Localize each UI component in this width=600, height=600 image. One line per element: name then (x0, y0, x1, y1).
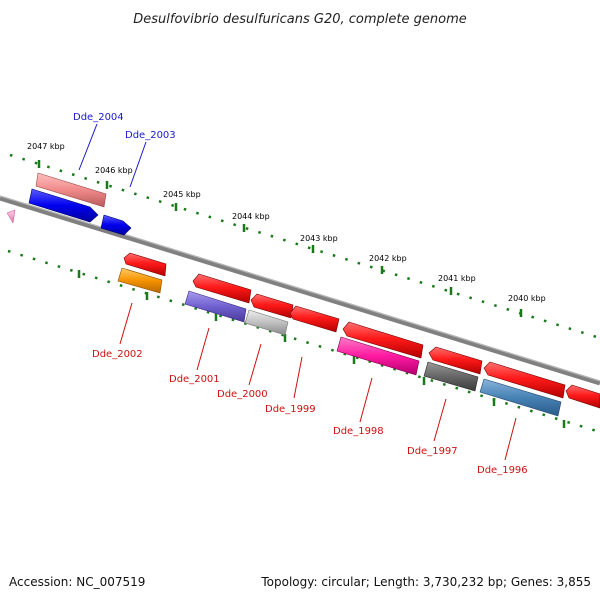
topology-text: Topology: circular; Length: 3,730,232 bp… (260, 575, 591, 589)
gene-red-5[interactable] (342, 321, 424, 359)
kbp-label-2041: 2041 kbp (438, 274, 476, 283)
gene-label-dde-2004[interactable]: Dde_2004 (73, 112, 124, 123)
gene-red-2[interactable] (192, 273, 252, 304)
gene-label-dde-1997[interactable]: Dde_1997 (407, 446, 458, 457)
kbp-label-2042: 2042 kbp (369, 254, 407, 263)
kbp-label-2047: 2047 kbp (27, 142, 65, 151)
map-title: Desulfovibrio desulfuricans G20, complet… (133, 12, 467, 27)
kbp-label-2046: 2046 kbp (95, 166, 133, 175)
gene-dde-2004-dark-block[interactable] (28, 188, 99, 223)
gene-label-dde-2000[interactable]: Dde_2000 (217, 389, 268, 400)
gene-dde-2004-block[interactable] (35, 172, 107, 208)
gene-red-3[interactable] (250, 293, 294, 319)
gene-label-dde-1998[interactable]: Dde_1998 (333, 426, 384, 437)
kbp-label-2040: 2040 kbp (508, 294, 546, 303)
gene-dde-2001-block[interactable] (184, 290, 247, 323)
gene-label-dde-2001[interactable]: Dde_2001 (169, 374, 220, 385)
gene-dde-1996-block[interactable] (479, 378, 562, 417)
genome-backbone-highlight (0, 195, 600, 382)
top-major-ticks (37, 160, 523, 317)
gene-dde-2003-block[interactable] (100, 214, 132, 236)
gene-dde-2000-block[interactable] (244, 309, 289, 336)
gene-red-4[interactable] (289, 305, 340, 333)
gene-label-dde-1996[interactable]: Dde_1996 (477, 465, 528, 476)
accession-text: Accession: NC_007519 (9, 575, 145, 589)
gene-label-dde-2003[interactable]: Dde_2003 (125, 130, 176, 141)
gene-dde-1997-block[interactable] (423, 361, 479, 392)
kbp-label-2043: 2043 kbp (300, 234, 338, 243)
gene-red-6[interactable] (428, 346, 483, 375)
gene-red-7[interactable] (483, 361, 566, 399)
kbp-label-2044: 2044 kbp (232, 212, 270, 221)
gene-dde-1998-block[interactable] (336, 336, 420, 376)
bottom-major-ticks (77, 270, 566, 428)
gene-dde-2002-block[interactable] (117, 267, 163, 294)
gene-red-8[interactable] (565, 384, 600, 409)
kbp-label-2045: 2045 kbp (163, 190, 201, 199)
genome-backbone (0, 195, 600, 386)
gene-label-dde-2002[interactable]: Dde_2002 (92, 349, 143, 360)
callout-lines-bottom (119, 302, 517, 461)
gene-label-dde-1999[interactable]: Dde_1999 (265, 404, 316, 415)
small-feature-marker (6, 209, 16, 224)
gene-red-1[interactable] (123, 252, 167, 277)
callout-lines-top (78, 123, 147, 188)
